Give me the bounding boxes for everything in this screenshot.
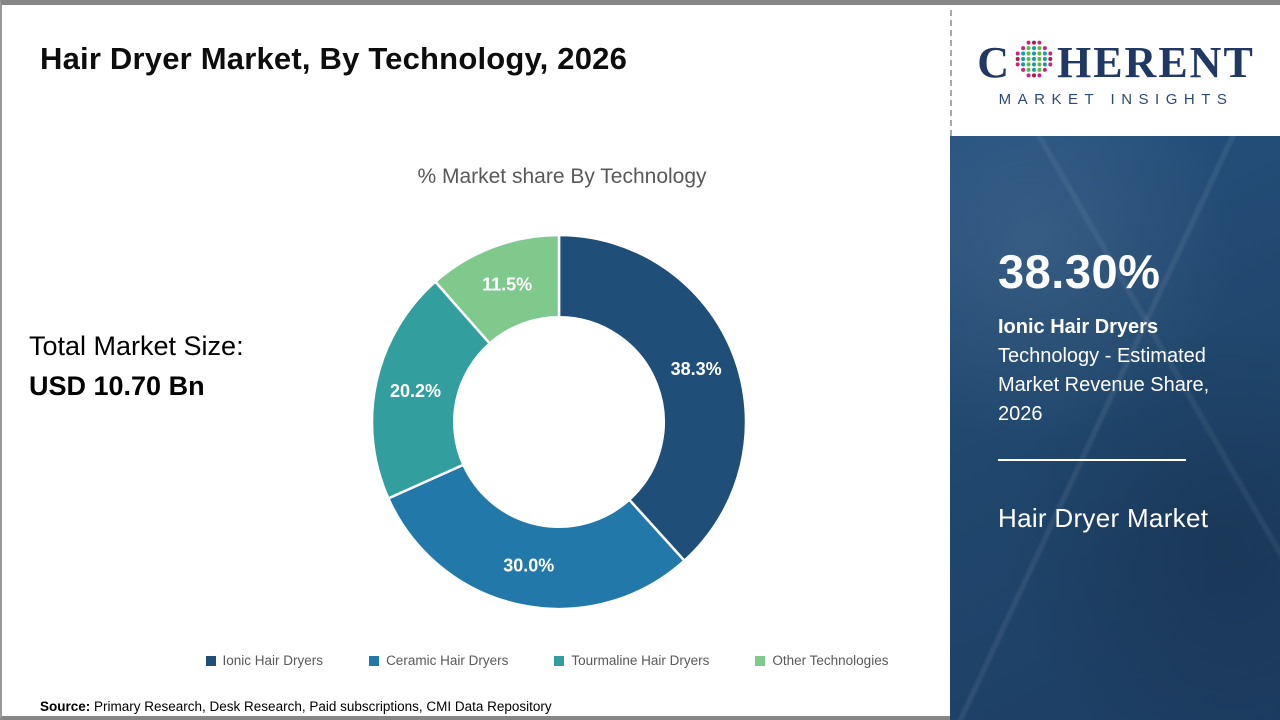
slice-label-11.5%: 11.5%	[482, 275, 532, 295]
chart-legend: Ionic Hair Dryers Ceramic Hair Dryers Tour…	[152, 653, 942, 668]
legend-label: Tourmaline Hair Dryers	[571, 653, 710, 668]
donut-slice-ionic-hair-dryers[interactable]	[557, 233, 748, 562]
legend-item-ionic-hair-dryers[interactable]: Ionic Hair Dryers	[205, 653, 324, 668]
globe-dot	[1042, 62, 1047, 67]
globe-dot	[1021, 62, 1026, 67]
globe-dot	[1031, 46, 1036, 51]
globe-dots-icon	[1013, 38, 1055, 88]
globe-dot	[1037, 40, 1042, 45]
legend-swatch-icon	[755, 655, 766, 666]
globe-dot	[1037, 73, 1042, 78]
globe-dot	[1042, 67, 1047, 72]
globe-dot	[1037, 62, 1042, 67]
legend-swatch-icon	[554, 655, 565, 666]
globe-dot	[1026, 40, 1031, 45]
globe-dot	[1031, 51, 1036, 56]
globe-dot	[1042, 56, 1047, 62]
slice-label-30.0%: 30.0%	[503, 556, 554, 576]
globe-dot	[1048, 56, 1053, 62]
globe-dot	[1026, 46, 1031, 51]
globe-dot	[1037, 46, 1042, 51]
brand-wordmark: C HERENT	[977, 38, 1255, 88]
sidebar-stat-description: Technology - Estimated Market Revenue Sh…	[998, 345, 1210, 425]
sidebar-market-name: Hair Dryer Market	[998, 503, 1209, 533]
globe-dot	[1037, 56, 1042, 62]
globe-dot	[1031, 67, 1036, 72]
source-text: Primary Research, Desk Research, Paid su…	[90, 699, 552, 714]
total-market-size: Total Market Size: USD 10.70 Bn	[29, 331, 244, 402]
donut-slice-tourmaline-hair-dryers[interactable]	[370, 280, 491, 500]
donut-chart: 38.3% 30.0% 20.2% 11.5%	[359, 222, 759, 622]
legend-swatch-icon	[369, 655, 380, 666]
legend-label: Ionic Hair Dryers	[222, 653, 324, 668]
source-label: Source:	[40, 699, 91, 714]
globe-dot	[1031, 56, 1036, 62]
total-market-size-label: Total Market Size:	[29, 331, 244, 361]
globe-dot	[1026, 67, 1031, 72]
globe-dot	[1015, 62, 1020, 67]
legend-item-tourmaline-hair-dryers[interactable]: Tourmaline Hair Dryers	[554, 653, 709, 668]
donut-slice-other-technologies[interactable]	[434, 233, 561, 345]
highlight-sidebar: 38.30% Ionic Hair Dryers Technology - Es…	[950, 136, 1280, 720]
legend-item-ceramic-hair-dryers[interactable]: Ceramic Hair Dryers	[369, 653, 508, 668]
brand-letter-c: C	[977, 38, 1011, 87]
globe-dot	[1031, 73, 1036, 78]
globe-dot	[1015, 51, 1020, 56]
globe-dot	[1026, 73, 1031, 78]
globe-dot	[1037, 67, 1042, 72]
sidebar-divider	[998, 459, 1186, 461]
globe-dot	[1021, 56, 1026, 62]
brand-tagline: MARKET INSIGHTS	[998, 91, 1234, 108]
globe-dot	[1031, 40, 1036, 45]
page-title: Hair Dryer Market, By Technology, 2026	[40, 41, 628, 76]
globe-dot	[1026, 62, 1031, 67]
sidebar-stat-label: Ionic Hair Dryers	[998, 316, 1159, 338]
sidebar-stat-value: 38.30%	[998, 245, 1161, 298]
globe-dot	[1021, 46, 1026, 51]
source-note: Source: Primary Research, Desk Research,…	[40, 699, 552, 714]
globe-dot	[1042, 46, 1047, 51]
globe-dot	[1037, 51, 1042, 56]
brand-logo: C HERENT MARKET INSIGHTS	[950, 10, 1280, 136]
brand-letters-rest: HERENT	[1056, 38, 1255, 87]
slice-label-38.3%: 38.3%	[671, 359, 722, 379]
globe-dot	[1015, 56, 1020, 62]
globe-dot	[1031, 62, 1036, 67]
globe-dot	[1042, 51, 1047, 56]
legend-swatch-icon	[205, 655, 216, 666]
globe-dot	[1021, 67, 1026, 72]
legend-item-other-technologies[interactable]: Other Technologies	[755, 653, 888, 668]
globe-dot	[1048, 62, 1053, 67]
slice-label-20.2%: 20.2%	[390, 381, 441, 401]
total-market-size-value: USD 10.70 Bn	[29, 371, 205, 401]
chart-title: % Market share By Technology	[417, 165, 707, 188]
globe-dot	[1021, 51, 1026, 56]
globe-dot	[1048, 51, 1053, 56]
donut-slice-ceramic-hair-dryers[interactable]	[387, 463, 686, 611]
globe-dot	[1026, 56, 1031, 62]
legend-label: Ceramic Hair Dryers	[386, 653, 509, 668]
globe-dot	[1026, 51, 1031, 56]
legend-label: Other Technologies	[772, 653, 889, 668]
